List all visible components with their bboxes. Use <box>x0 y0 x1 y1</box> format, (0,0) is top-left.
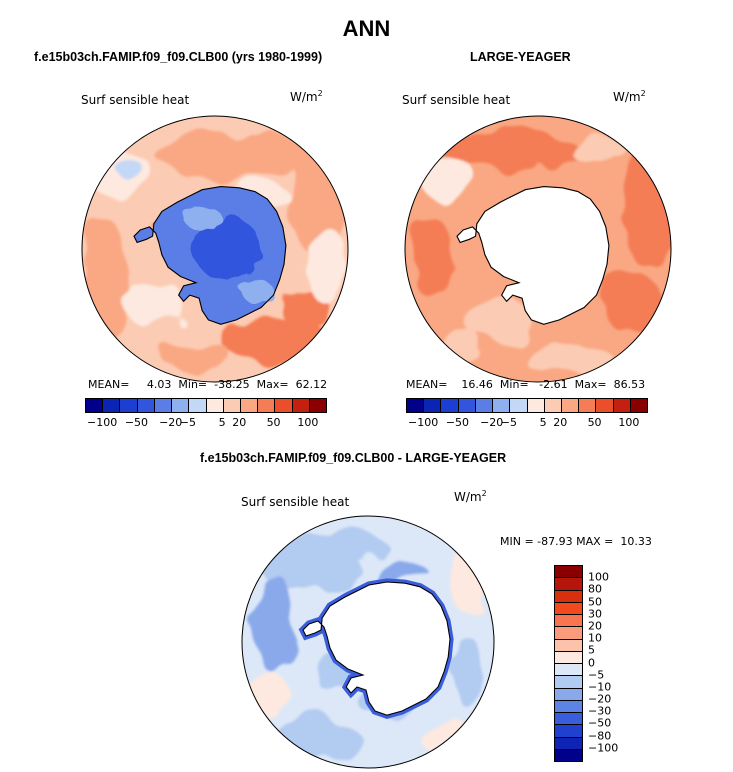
figure-title: ANN <box>342 16 391 41</box>
colorbar-swatch <box>137 399 155 412</box>
colorbar-tick-label: 50 <box>587 416 602 429</box>
colorbar-tick-label: 20 <box>232 416 247 429</box>
colorbar-swatch <box>555 639 582 652</box>
panel-3-variable-label: Surf sensible heat <box>241 495 350 509</box>
colorbar-tick-label: −50 <box>445 416 470 429</box>
panel-1-stats: MEAN= 4.03 Min= -38.25 Max= 62.12 <box>88 378 328 391</box>
colorbar-swatch <box>555 566 582 579</box>
colorbar-tick-label: 0 <box>588 656 595 669</box>
panel-3-units: W/m2 <box>454 489 487 504</box>
colorbar-swatch <box>475 399 494 412</box>
panel-3-title: f.e15b03ch.FAMIP.f09_f09.CLB00 - LARGE-Y… <box>200 451 507 465</box>
colorbar-swatch <box>555 749 582 761</box>
colorbar-swatch <box>555 578 582 591</box>
colorbar-swatch <box>630 399 648 412</box>
colorbar-tick-label: 50 <box>266 416 281 429</box>
colorbar-swatch <box>555 664 582 677</box>
colorbar-swatch <box>309 399 327 412</box>
panel-3-map <box>241 515 495 769</box>
colorbar-swatch <box>555 627 582 640</box>
colorbar-swatch <box>258 399 276 412</box>
panel-2-title: LARGE-YEAGER <box>470 50 571 64</box>
colorbar-swatch <box>292 399 310 412</box>
colorbar-tick-label: −100 <box>87 416 118 429</box>
colorbar-tick-label: 100 <box>618 416 640 429</box>
colorbar-swatch <box>103 399 121 412</box>
colorbar-swatch <box>206 399 224 412</box>
colorbar-swatch <box>555 615 582 628</box>
colorbar-swatch <box>555 725 582 738</box>
colorbar-tick-label: 100 <box>297 416 319 429</box>
colorbar-swatch <box>555 590 582 603</box>
colorbar-tick-label: 30 <box>588 607 602 621</box>
colorbar-tick-label: −100 <box>408 416 439 429</box>
colorbar-swatch <box>596 399 614 412</box>
colorbar-swatch <box>441 399 459 412</box>
colorbar-tick-label: −50 <box>588 716 612 730</box>
colorbar-swatch <box>86 399 104 412</box>
colorbar-swatch <box>555 700 582 713</box>
colorbar-tick-label: −20 <box>588 692 612 706</box>
panel-3-colorbar <box>554 565 583 762</box>
colorbar-swatch <box>424 399 442 412</box>
colorbar-tick-label: −80 <box>588 729 612 743</box>
panel-1-variable-label: Surf sensible heat <box>81 93 190 107</box>
colorbar-swatch <box>510 399 528 412</box>
colorbar-swatch <box>561 399 580 412</box>
panel-2-units: W/m2 <box>613 89 646 104</box>
colorbar-tick-label: −5 <box>500 416 517 429</box>
colorbar-tick-label: 5 <box>539 416 547 429</box>
colorbar-tick-label: 80 <box>588 582 602 596</box>
colorbar-swatch <box>223 399 241 412</box>
colorbar-swatch <box>527 399 545 412</box>
colorbar-swatch <box>189 399 207 412</box>
colorbar-swatch <box>555 676 582 689</box>
colorbar-tick-label: 20 <box>553 416 568 429</box>
colorbar-tick-label: 5 <box>218 416 226 429</box>
colorbar-tick-label: 20 <box>588 619 602 633</box>
panel-2-stats: MEAN= 16.46 Min= -2.61 Max= 86.53 <box>406 378 646 391</box>
panel-1-title: f.e15b03ch.FAMIP.f09_f09.CLB00 (yrs 1980… <box>34 50 323 64</box>
colorbar-tick-label: −20 <box>159 416 183 429</box>
colorbar-swatch <box>172 399 190 412</box>
panel-1-colorbar <box>85 398 327 413</box>
colorbar-swatch <box>458 399 476 412</box>
colorbar-swatch <box>120 399 138 412</box>
colorbar-tick-label: −30 <box>588 704 612 718</box>
panel-2-colorbar <box>406 398 648 413</box>
colorbar-tick-label: −20 <box>480 416 504 429</box>
colorbar-swatch <box>154 399 173 412</box>
panel-1-map <box>81 115 349 383</box>
colorbar-swatch <box>555 713 582 726</box>
colorbar-tick-label: −50 <box>124 416 149 429</box>
panel-2-map <box>404 115 672 383</box>
panel-3-stats: MIN = -87.93 MAX = 10.33 <box>500 535 652 548</box>
colorbar-swatch <box>555 737 582 750</box>
colorbar-swatch <box>407 399 425 412</box>
colorbar-tick-label: 100 <box>588 570 609 584</box>
colorbar-swatch <box>240 399 259 412</box>
colorbar-swatch <box>613 399 631 412</box>
colorbar-tick-label: −5 <box>588 668 605 682</box>
colorbar-swatch <box>555 688 582 701</box>
colorbar-swatch <box>555 602 582 615</box>
panel-2-variable-label: Surf sensible heat <box>402 93 511 107</box>
colorbar-tick-label: 5 <box>588 643 595 657</box>
colorbar-swatch <box>555 651 582 664</box>
colorbar-swatch <box>493 399 511 412</box>
colorbar-swatch <box>275 399 293 412</box>
colorbar-tick-label: −5 <box>179 416 196 429</box>
colorbar-tick-label: 10 <box>588 631 602 645</box>
colorbar-tick-label: −10 <box>588 680 612 694</box>
colorbar-swatch <box>579 399 597 412</box>
colorbar-tick-label: 50 <box>588 595 602 609</box>
colorbar-tick-label: −100 <box>588 741 619 755</box>
colorbar-swatch <box>544 399 562 412</box>
panel-1-units: W/m2 <box>290 89 323 104</box>
